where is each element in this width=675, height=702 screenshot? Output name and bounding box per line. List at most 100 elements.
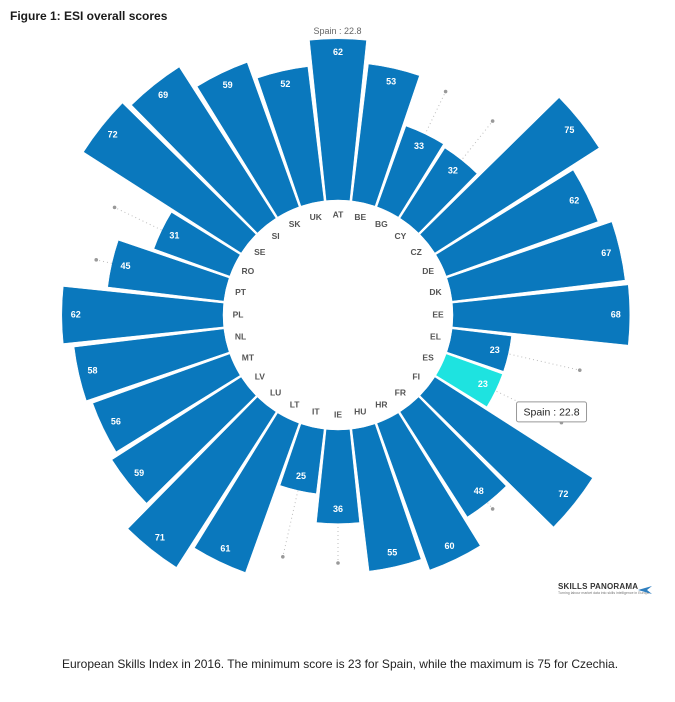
bar-sk[interactable]	[196, 62, 300, 218]
bar-nl[interactable]	[73, 328, 230, 401]
tooltip: Spain : 22.8	[516, 401, 588, 423]
bar-fi[interactable]	[419, 376, 593, 528]
spoke-dot	[577, 368, 582, 372]
value-label: 32	[448, 165, 458, 175]
value-label: 62	[71, 309, 81, 319]
value-label: 59	[134, 468, 144, 478]
figure-caption: European Skills Index in 2016. The minim…	[62, 657, 619, 671]
country-label: FI	[412, 372, 420, 382]
value-label: 31	[169, 231, 179, 241]
spoke-line	[454, 341, 580, 371]
bar-cy[interactable]	[399, 147, 478, 234]
value-label: 58	[88, 365, 98, 375]
bar-lv[interactable]	[111, 376, 257, 504]
bar-hu[interactable]	[351, 423, 422, 572]
value-label: 59	[223, 80, 233, 90]
bar-cz[interactable]	[419, 97, 600, 254]
bar-bg[interactable]	[376, 125, 444, 218]
spoke-dot	[94, 258, 99, 262]
value-label: 25	[296, 471, 306, 481]
bar-se[interactable]	[83, 102, 257, 254]
skills-panorama-logo: SKILLS PANORAMA Turning labour market da…	[558, 582, 652, 595]
value-label: 52	[280, 79, 290, 89]
bar-pl[interactable]	[61, 286, 224, 344]
country-label: SK	[289, 219, 302, 229]
value-label: 68	[611, 309, 621, 319]
value-label: 62	[333, 47, 343, 57]
country-label: HU	[354, 407, 366, 417]
hover-caption: Spain : 22.8	[313, 26, 362, 36]
country-label: LU	[270, 387, 281, 397]
logo-tagline: Turning labour market data into skills i…	[558, 591, 650, 595]
country-label: CZ	[411, 247, 422, 257]
country-label: LV	[255, 372, 266, 382]
value-label: 69	[158, 90, 168, 100]
bar-lt[interactable]	[194, 412, 300, 573]
country-label: DK	[429, 287, 442, 297]
country-label: CY	[394, 231, 406, 241]
country-label: UK	[310, 212, 323, 222]
value-label: 75	[564, 125, 574, 135]
spoke-dot	[112, 205, 117, 210]
bar-el[interactable]	[446, 328, 512, 372]
country-label: SI	[272, 231, 280, 241]
bar-fr[interactable]	[399, 396, 507, 518]
value-label: 62	[569, 196, 579, 206]
country-label: PL	[233, 309, 244, 319]
country-label: LT	[290, 399, 301, 409]
value-label: 71	[155, 533, 165, 543]
value-label: 72	[108, 130, 118, 140]
country-label: IE	[334, 409, 342, 419]
value-label: 55	[387, 547, 397, 557]
tooltip-text: Spain : 22.8	[523, 407, 579, 419]
bar-pt[interactable]	[107, 239, 230, 302]
country-label: BG	[375, 219, 388, 229]
country-label: EE	[432, 309, 444, 319]
value-label: 61	[220, 543, 230, 553]
arrow-icon	[638, 586, 652, 594]
spoke-dot	[336, 561, 340, 565]
spoke-dot	[490, 119, 495, 123]
radial-bar-chart: 62 AT 53 BE 33 BG 32 CY 75 CZ 62 DE 67 DK 68 EE 23 EL 23 ES…	[61, 38, 630, 573]
country-label: DE	[422, 266, 434, 276]
value-label: 72	[558, 489, 568, 499]
bar-si[interactable]	[131, 66, 277, 234]
bar-lu[interactable]	[127, 396, 277, 568]
bar-be[interactable]	[351, 63, 420, 207]
value-label: 60	[445, 541, 455, 551]
logo-name: SKILLS PANORAMA	[558, 582, 639, 591]
country-label: SE	[254, 247, 266, 257]
value-label: 67	[601, 248, 611, 258]
country-label: ES	[422, 353, 434, 363]
value-label: 45	[120, 261, 130, 271]
bar-ie[interactable]	[316, 429, 360, 524]
value-label: 48	[474, 486, 484, 496]
value-label: 23	[490, 345, 500, 355]
bar-it[interactable]	[279, 423, 325, 494]
bar-es[interactable]	[435, 353, 503, 408]
value-label: 56	[111, 416, 121, 426]
tooltip-box	[516, 401, 588, 423]
bar-ee[interactable]	[452, 284, 630, 346]
country-label: IT	[312, 407, 320, 417]
bar-dk[interactable]	[446, 221, 626, 302]
value-label: 36	[333, 504, 343, 514]
bar-hr[interactable]	[376, 412, 481, 571]
value-label: 23	[478, 379, 488, 389]
bar-at[interactable]	[309, 38, 367, 201]
bar-ro[interactable]	[153, 212, 241, 277]
figure-title: Figure 1: ESI overall scores	[10, 9, 168, 23]
country-label: FR	[395, 387, 406, 397]
bar-de[interactable]	[435, 169, 599, 277]
country-label: RO	[242, 266, 255, 276]
country-label: BE	[354, 212, 366, 222]
country-label: HR	[375, 399, 387, 409]
country-label: MT	[242, 353, 255, 363]
bar-mt[interactable]	[92, 353, 241, 453]
country-label: PT	[235, 287, 247, 297]
country-label: EL	[430, 332, 441, 342]
value-label: 53	[386, 77, 396, 87]
bar-uk[interactable]	[257, 66, 325, 207]
spoke-dot	[281, 554, 285, 559]
country-label: AT	[333, 209, 345, 219]
